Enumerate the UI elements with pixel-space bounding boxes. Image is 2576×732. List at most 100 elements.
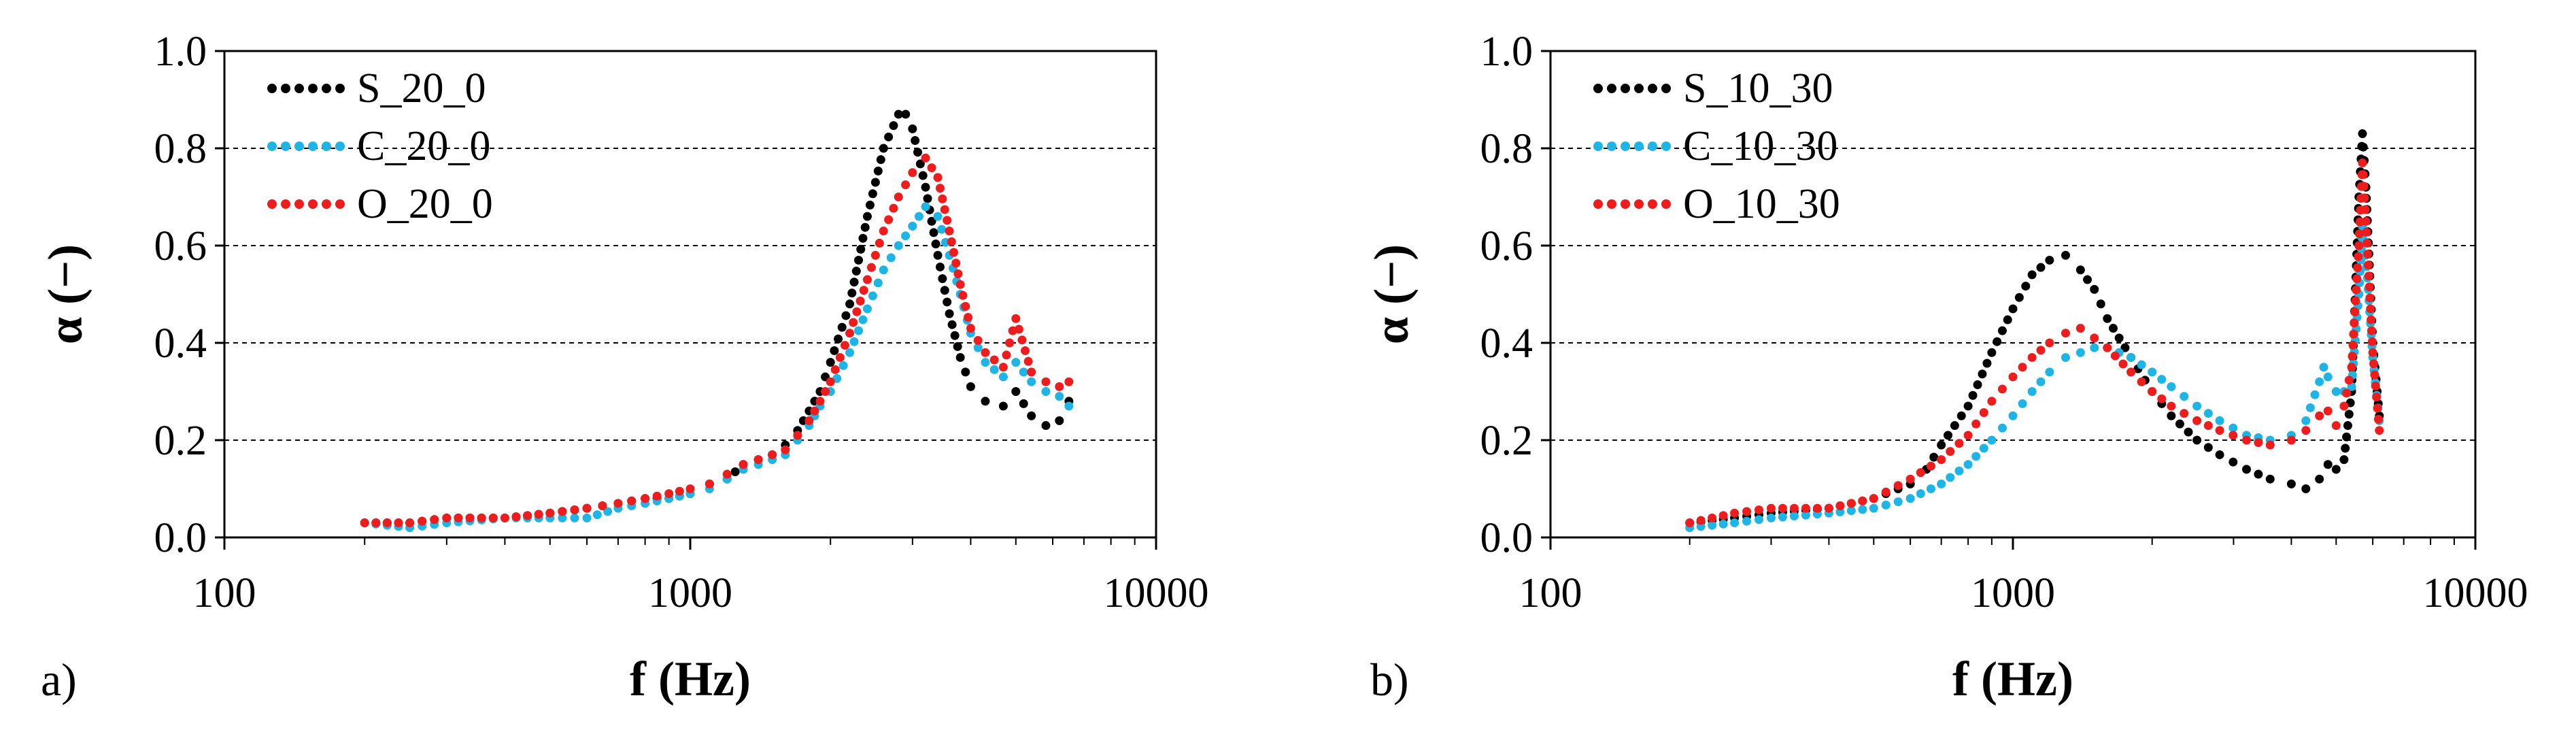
legend-swatch [294, 199, 304, 209]
data-point [1754, 505, 1763, 514]
data-point [862, 304, 872, 314]
data-point [949, 248, 959, 257]
legend-swatch [1661, 142, 1671, 151]
y-axis-label: α (−) [38, 244, 92, 344]
data-point [921, 202, 930, 212]
data-point [2331, 465, 2341, 474]
data-point [2148, 367, 2157, 377]
data-point [1789, 503, 1799, 513]
legend-swatch [1621, 142, 1630, 151]
data-point [1835, 507, 1845, 516]
data-point [1954, 466, 1964, 476]
data-point [950, 331, 960, 340]
data-point [815, 397, 825, 406]
data-point [947, 237, 956, 246]
data-point [2215, 426, 2224, 435]
data-point [2114, 333, 2124, 343]
legend-swatch [1661, 84, 1671, 93]
data-point [2036, 377, 2046, 386]
data-point [781, 445, 790, 454]
data-point [868, 189, 877, 199]
data-point [2021, 282, 2031, 291]
data-point [371, 518, 381, 528]
data-point [1027, 377, 1036, 386]
data-point [2360, 193, 2369, 203]
data-point [804, 416, 814, 425]
data-point [1905, 494, 1915, 503]
data-point [1971, 419, 1981, 429]
data-point [945, 227, 954, 236]
data-point [705, 479, 714, 488]
data-point [477, 513, 486, 522]
data-point [914, 212, 923, 221]
data-point [627, 496, 637, 505]
y-tick-label: 0.2 [1480, 418, 1533, 464]
legend-swatch [1607, 84, 1616, 93]
data-point [961, 301, 970, 311]
data-point [2339, 401, 2349, 411]
data-point [2342, 388, 2352, 398]
data-point [1011, 358, 1021, 367]
data-point [2362, 227, 2371, 237]
data-point [1946, 473, 1955, 482]
legend-swatch [308, 84, 318, 93]
data-point [2370, 370, 2379, 380]
data-point [2323, 460, 2333, 469]
data-point [2310, 390, 2320, 399]
data-point [886, 253, 896, 263]
data-point [2110, 351, 2120, 361]
data-point [2137, 377, 2146, 386]
data-point [2090, 284, 2099, 294]
data-point [511, 512, 521, 522]
data-point [2343, 421, 2352, 431]
x-tick-label: 1000 [1971, 570, 2055, 616]
data-point [929, 228, 938, 237]
y-tick-label: 0.6 [154, 223, 207, 269]
data-point [2368, 348, 2377, 357]
y-tick-label: 1.0 [154, 29, 207, 75]
data-point [2126, 367, 2136, 377]
data-point [2096, 299, 2105, 309]
y-tick-label: 0.0 [1480, 515, 1533, 561]
data-point [866, 263, 876, 272]
data-point [2350, 318, 2359, 328]
data-point [849, 318, 858, 327]
data-point [2228, 423, 2238, 433]
data-point [558, 507, 567, 516]
data-point [2359, 182, 2369, 191]
data-point [2180, 409, 2189, 418]
data-point [2360, 205, 2370, 214]
data-point [2203, 409, 2213, 418]
data-point [2367, 326, 2376, 335]
data-point [849, 278, 859, 287]
data-point [1011, 314, 1021, 323]
data-point [1019, 399, 1028, 408]
legend-swatch [322, 142, 331, 151]
data-point [2090, 343, 2099, 352]
data-point [933, 173, 943, 182]
legend-swatch [1648, 199, 1657, 209]
data-point [1997, 423, 2007, 433]
data-point [1801, 510, 1810, 520]
data-point [534, 510, 543, 519]
legend-swatch [1648, 84, 1657, 93]
legend-swatch [294, 84, 304, 93]
legend-label: C_10_30 [1683, 123, 1837, 169]
data-point [841, 311, 851, 320]
data-point [1023, 356, 1033, 366]
data-point [2215, 450, 2224, 459]
data-point [722, 469, 732, 479]
data-point [2352, 274, 2362, 284]
data-point [938, 194, 947, 203]
legend-swatch [335, 84, 345, 93]
data-point [940, 205, 949, 214]
data-point [826, 358, 835, 367]
data-point [933, 212, 943, 221]
data-point [2003, 315, 2012, 325]
data-point [937, 224, 947, 234]
data-point [2265, 474, 2275, 484]
data-point [2301, 426, 2311, 435]
data-point [966, 324, 975, 333]
data-point [998, 401, 1008, 411]
